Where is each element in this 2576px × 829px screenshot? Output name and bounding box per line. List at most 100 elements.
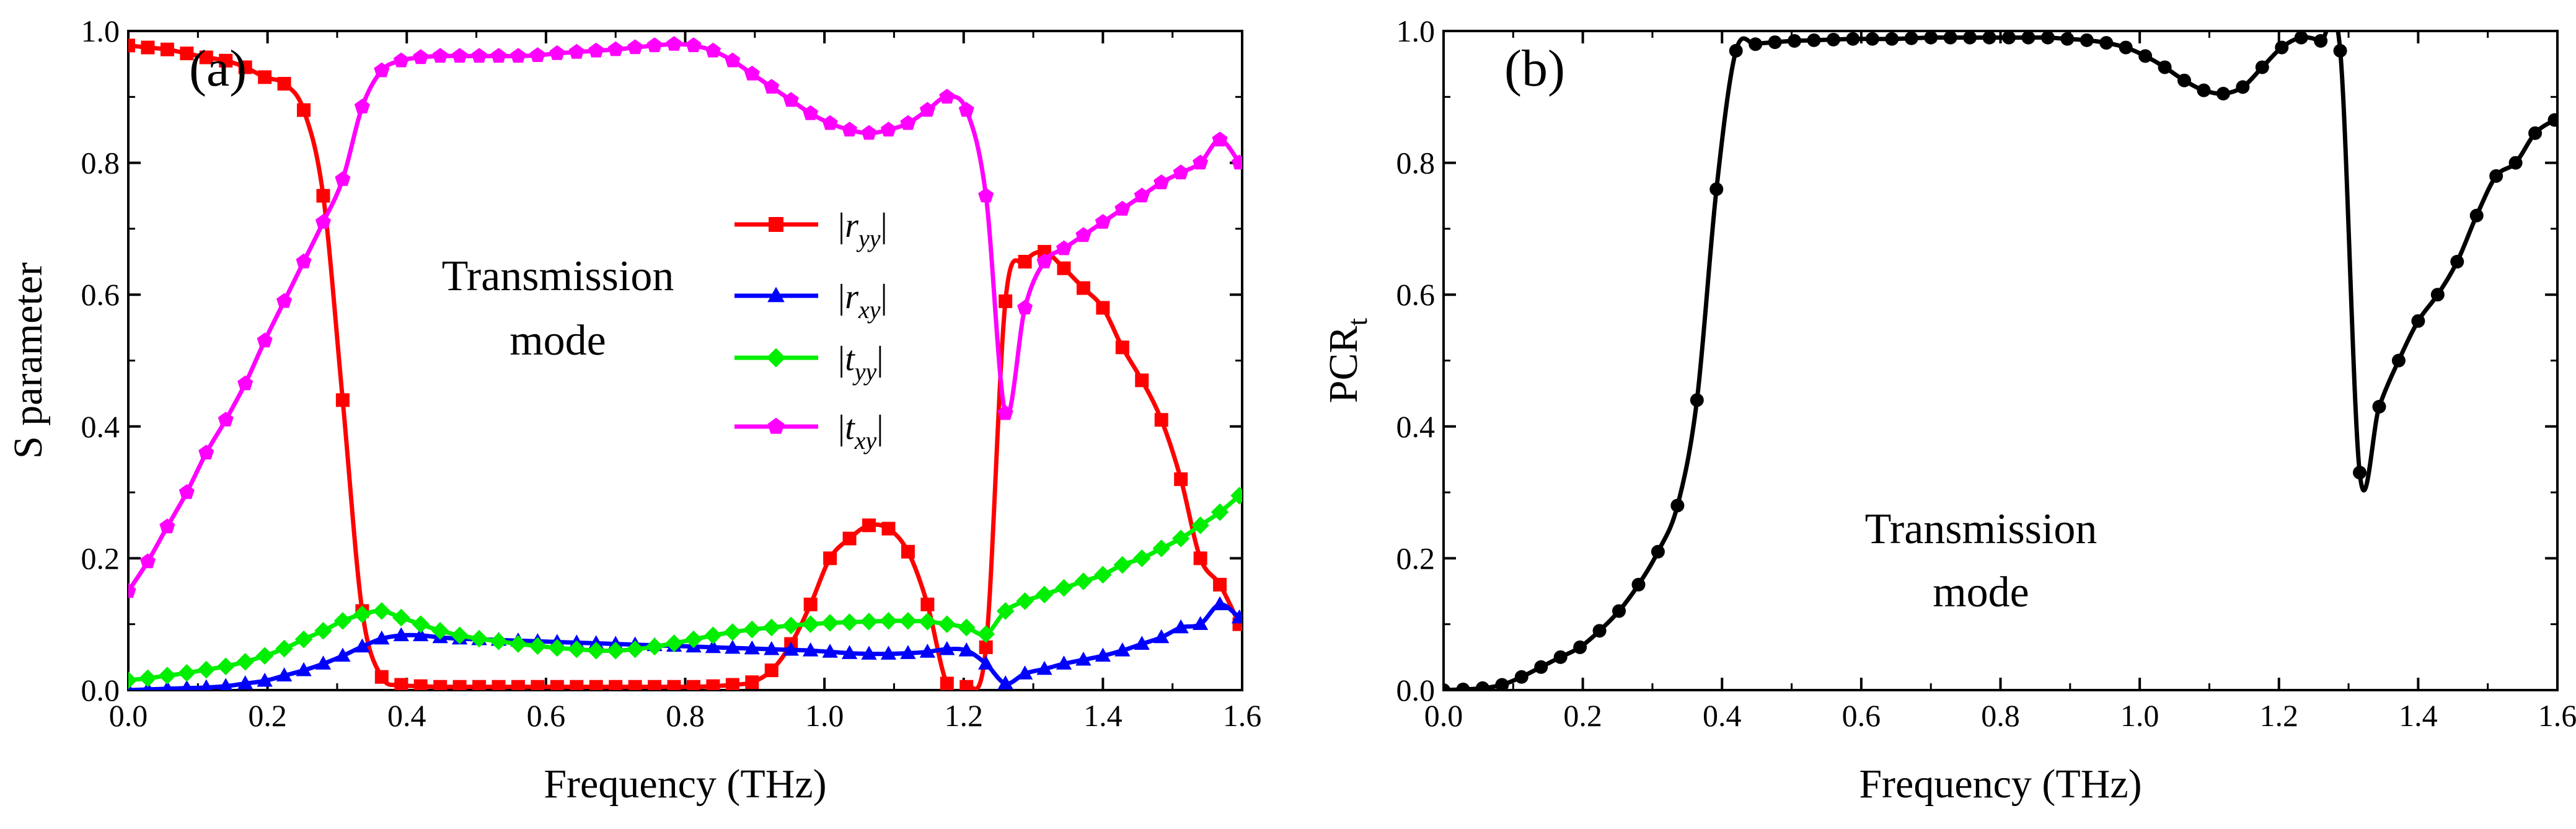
data-point-rxy bbox=[744, 640, 760, 655]
data-point-tyy bbox=[840, 613, 858, 631]
data-point-ryy bbox=[128, 38, 135, 53]
data-point-tyy bbox=[1171, 530, 1190, 547]
data-point-ryy bbox=[452, 680, 467, 690]
data-point-ryy bbox=[394, 678, 408, 690]
data-point-PCRt bbox=[1807, 33, 1821, 47]
data-point-tyy bbox=[139, 669, 157, 688]
data-point-ryy bbox=[686, 680, 700, 690]
data-point-tyy bbox=[373, 602, 391, 620]
legend-marker bbox=[766, 348, 786, 368]
data-point-PCRt bbox=[2528, 126, 2543, 140]
data-point-ryy bbox=[920, 597, 935, 611]
data-point-ryy bbox=[258, 70, 272, 84]
data-point-tyy bbox=[1016, 592, 1034, 610]
data-point-txy bbox=[783, 92, 799, 107]
data-point-rxy bbox=[374, 630, 390, 645]
data-point-txy bbox=[646, 37, 663, 53]
data-point-tyy bbox=[938, 615, 956, 633]
data-point-ryy bbox=[335, 393, 350, 407]
y-tick-label: 1.0 bbox=[1396, 14, 1436, 48]
data-point-rxy bbox=[1173, 619, 1189, 634]
data-point-tyy bbox=[567, 640, 586, 658]
data-point-PCRt bbox=[1943, 31, 1957, 45]
data-point-PCRt bbox=[2489, 169, 2503, 183]
data-point-tyy bbox=[684, 630, 703, 649]
data-point-ryy bbox=[141, 40, 155, 55]
data-point-rxy bbox=[900, 645, 916, 659]
data-point-PCRt bbox=[1846, 32, 1860, 46]
data-point-rxy bbox=[783, 641, 799, 656]
data-point-rxy bbox=[1134, 636, 1150, 650]
data-point-rxy bbox=[315, 655, 332, 670]
data-point-PCRt bbox=[2508, 156, 2523, 170]
x-axis-title: Frequency (THz) bbox=[1859, 761, 2142, 807]
data-point-tyy bbox=[451, 626, 469, 645]
data-point-tyy bbox=[1074, 572, 1093, 590]
data-point-tyy bbox=[412, 615, 430, 633]
data-point-tyy bbox=[236, 652, 254, 671]
series-line-rxy bbox=[128, 602, 1241, 690]
data-point-tyy bbox=[128, 671, 138, 689]
data-point-PCRt bbox=[2469, 208, 2484, 223]
y-axis-title-main: PCR bbox=[1321, 326, 1366, 404]
data-point-txy bbox=[198, 445, 214, 459]
data-point-txy bbox=[1212, 131, 1228, 147]
data-point-txy bbox=[588, 42, 604, 58]
legend: |ryy||rxy||tyy||txy| bbox=[734, 206, 888, 454]
data-point-ryy bbox=[199, 50, 213, 64]
data-point-tyy bbox=[529, 637, 547, 655]
data-point-txy bbox=[1134, 187, 1150, 203]
data-point-PCRt bbox=[2411, 314, 2425, 328]
data-point-rxy bbox=[978, 655, 994, 670]
data-point-PCRt bbox=[2294, 31, 2308, 45]
data-point-PCRt bbox=[2080, 33, 2094, 47]
data-point-tyy bbox=[626, 640, 644, 658]
data-point-txy bbox=[627, 39, 643, 55]
data-point-tyy bbox=[821, 614, 839, 632]
data-point-txy bbox=[1056, 240, 1072, 255]
data-point-txy bbox=[139, 553, 156, 569]
x-tick-label: 0.2 bbox=[1563, 698, 1602, 733]
legend-bar-right: | bbox=[881, 278, 888, 316]
x-tick-label: 0.0 bbox=[109, 698, 148, 733]
data-point-tyy bbox=[1230, 487, 1242, 505]
data-point-PCRt bbox=[1709, 182, 1724, 197]
data-point-PCRt bbox=[1749, 37, 1763, 51]
data-point-tyy bbox=[1113, 556, 1132, 574]
y-tick-label: 0.4 bbox=[1396, 409, 1436, 444]
data-point-ryy bbox=[842, 531, 857, 546]
y-axis-title-sub: t bbox=[1341, 318, 1373, 326]
data-point-rxy bbox=[1075, 651, 1092, 666]
data-point-txy bbox=[471, 48, 487, 63]
data-point-tyy bbox=[957, 618, 976, 637]
data-point-ryy bbox=[725, 678, 739, 690]
data-point-txy bbox=[1173, 164, 1189, 180]
data-point-txy bbox=[880, 122, 896, 137]
data-point-ryy bbox=[881, 521, 896, 536]
data-point-rxy bbox=[335, 647, 351, 662]
data-point-tyy bbox=[977, 625, 995, 643]
data-point-PCRt bbox=[1444, 683, 1450, 690]
data-point-txy bbox=[296, 253, 312, 268]
data-point-txy bbox=[861, 125, 877, 140]
annotation-line-1: Transmission bbox=[442, 252, 674, 300]
data-point-ryy bbox=[745, 675, 759, 689]
data-point-tyy bbox=[1152, 539, 1171, 557]
x-tick-label: 0.6 bbox=[1842, 698, 1881, 733]
data-point-txy bbox=[1036, 253, 1052, 268]
data-point-txy bbox=[549, 45, 565, 60]
data-point-txy bbox=[490, 48, 507, 63]
annotation-line-1: Transmission bbox=[1865, 505, 2097, 553]
data-point-PCRt bbox=[2060, 32, 2075, 46]
data-point-tyy bbox=[860, 613, 878, 631]
data-point-PCRt bbox=[1904, 31, 1918, 45]
data-point-txy bbox=[413, 49, 429, 64]
data-point-txy bbox=[257, 332, 273, 348]
data-point-ryy bbox=[374, 670, 389, 684]
data-point-tyy bbox=[294, 630, 313, 649]
data-point-PCRt bbox=[2430, 288, 2445, 302]
data-point-PCRt bbox=[1456, 682, 1470, 690]
data-point-PCRt bbox=[1729, 43, 1743, 58]
data-point-ryy bbox=[180, 47, 194, 61]
data-point-ryy bbox=[589, 680, 603, 690]
